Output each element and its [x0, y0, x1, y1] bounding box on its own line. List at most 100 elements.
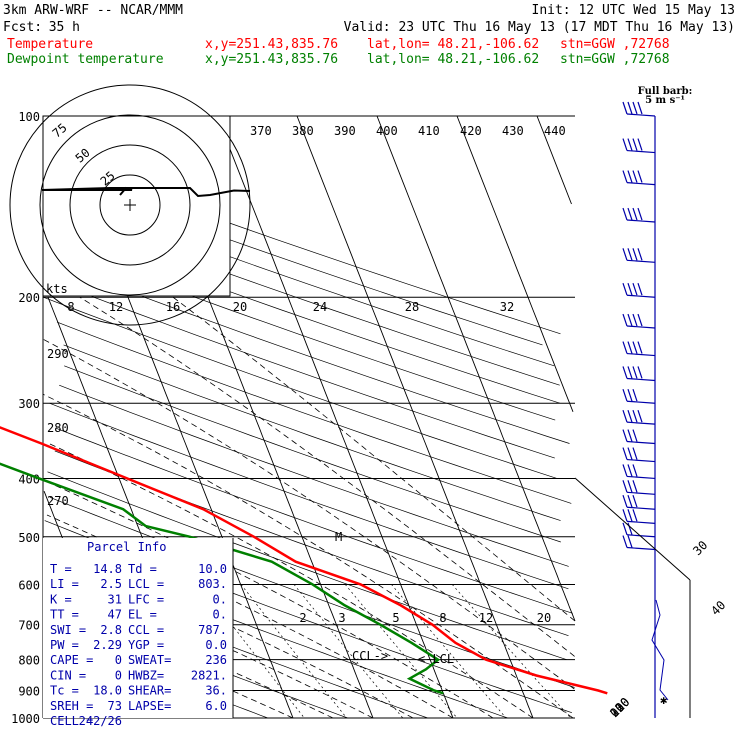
pressure-label-900: 900 [18, 684, 40, 698]
wind-barb-shaft [626, 475, 656, 480]
wind-barb-flag [627, 313, 633, 327]
parcel-row-10-label1: CELL = [50, 714, 93, 728]
wind-barb-flag [632, 283, 638, 296]
theta-label-440: 440 [544, 124, 566, 138]
pressure-label-500: 500 [18, 531, 40, 545]
wind-barb-shaft [626, 520, 656, 524]
mixing-label-low-12: 12 [479, 611, 493, 625]
parcel-info-background [43, 538, 233, 718]
isotherm-50 [536, 115, 572, 205]
parcel-row-8-value1: 18.0 [93, 684, 122, 698]
fcst-hours: 35 h [49, 20, 80, 35]
parcel-row-8-label1: Tc = [50, 684, 79, 698]
parcel-row-1-label2: LCL = [128, 577, 164, 591]
wind-barb-shaft [626, 181, 656, 186]
dry-adiabat-360 [59, 384, 569, 567]
wind-barb-shaft [626, 491, 656, 495]
parcel-row-9-label1: SREH = [50, 699, 93, 713]
wind-barb-flag [622, 283, 628, 296]
dry-adiabat-390 [56, 321, 572, 504]
wind-barb-flag [627, 283, 633, 296]
wind-barb-225 [622, 313, 656, 329]
wind-barb-flag [637, 341, 643, 354]
parcel-row-7-value1: 0 [115, 668, 122, 682]
parcel-row-9-value1: 73 [108, 699, 122, 713]
init-time: Init: 12 UTC Wed 15 May 13 [532, 3, 736, 18]
wind-barb-shaft [626, 325, 656, 329]
dry-adiabat-370 [64, 365, 561, 543]
wind-barb-flag [632, 409, 638, 423]
wind-barb-flag [627, 447, 633, 460]
wind-barb-flag [622, 409, 628, 423]
parcel-info-title: Parcel Info [87, 540, 166, 554]
parcel-row-6-value2: 236 [205, 653, 227, 667]
wind-barb-flag [622, 313, 628, 327]
wind-barb-flag [622, 389, 628, 402]
low-level-wind-trace [651, 599, 669, 701]
moist-adiabat-40 [172, 296, 576, 622]
wind-barb-shaft [626, 534, 656, 538]
wind-barb-flag [622, 447, 628, 460]
wind-barb-flag [632, 366, 638, 379]
dry-adiabat-410 [58, 283, 555, 459]
wind-barb-flag [622, 522, 628, 535]
wind-barb-flag [632, 313, 638, 327]
pressure-label-700: 700 [18, 619, 40, 633]
wind-barb-shaft [626, 352, 656, 357]
wind-barb-flag [622, 138, 628, 151]
mixing-ratio-8 [344, 584, 458, 719]
parcel-row-7-label1: CIN = [50, 668, 86, 682]
theta-label-390: 390 [334, 124, 356, 138]
ccl-marker: CCL-> [352, 649, 388, 663]
hodograph-trace [41, 186, 251, 198]
pressure-label-100: 100 [18, 110, 40, 124]
wind-barb-shaft [626, 149, 656, 154]
wind-barb-flag [622, 366, 628, 379]
wind-barb-flag [627, 170, 633, 183]
dewpoint-latlon: lat,lon= 48.21,-106.62 [367, 52, 539, 67]
wind-barb-275 [622, 366, 656, 382]
temperature-stn: stn=GGW ,72768 [560, 37, 670, 52]
wind-barb-flag [632, 447, 638, 460]
hodograph-ring-0 [99, 174, 161, 236]
mixing-label-low-20: 20 [537, 611, 551, 625]
pressure-label-200: 200 [18, 291, 40, 305]
wind-barb-525 [622, 535, 656, 551]
wind-barb-shaft [626, 294, 656, 298]
wind-barb-flag [622, 101, 628, 115]
wind-barb-flag [627, 341, 633, 354]
parcel-row-9-value2: 6.0 [205, 699, 227, 713]
surface-wind-mark: ✱ [660, 693, 667, 707]
pressure-label-800: 800 [18, 654, 40, 668]
wind-barb-flag [627, 101, 633, 115]
parcel-row-5-label1: PW = [50, 638, 79, 652]
wind-barb-flag [632, 207, 638, 221]
isotherm-40 [456, 115, 574, 412]
temperature-line [0, 426, 608, 695]
hodograph-ring-2 [39, 114, 221, 296]
mixing-label-top-32: 32 [500, 300, 514, 314]
dewpoint-legend: Dewpoint temperature [7, 52, 164, 67]
parcel-row-9-label2: LAPSE= [128, 699, 171, 713]
theta-left-label-270: 270 [47, 494, 69, 508]
wind-barb-flag [627, 366, 633, 379]
wind-barb-500 [622, 522, 656, 538]
parcel-row-4-label1: SWI = [50, 623, 86, 637]
mixing-ratio-2 [200, 584, 305, 719]
wind-barb-150 [622, 207, 656, 223]
dewpoint-xy: x,y=251.43,835.76 [205, 52, 338, 67]
parcel-info-panel: T = 14.8 Td = 10.0 LI = 2.5 LCL = 803. K = 31 LFC … [43, 538, 234, 728]
theta-label-430: 430 [502, 124, 524, 138]
wind-barb-shaft [626, 458, 656, 463]
parcel-row-0-value2: 10.0 [198, 562, 227, 576]
wind-barb-shaft [626, 259, 656, 263]
moist-adiabat-0 [47, 568, 374, 719]
dewpoint-stn: stn=GGW ,72768 [560, 52, 670, 67]
wind-barb-flag [637, 170, 643, 183]
wind-barb-300 [622, 389, 656, 404]
theta-label-420: 420 [460, 124, 482, 138]
parcel-row-1-value2: 803. [198, 577, 227, 591]
theta-left-label-290: 290 [47, 347, 69, 361]
mixing-label-top-28: 28 [405, 300, 419, 314]
pressure-label-600: 600 [18, 578, 40, 592]
